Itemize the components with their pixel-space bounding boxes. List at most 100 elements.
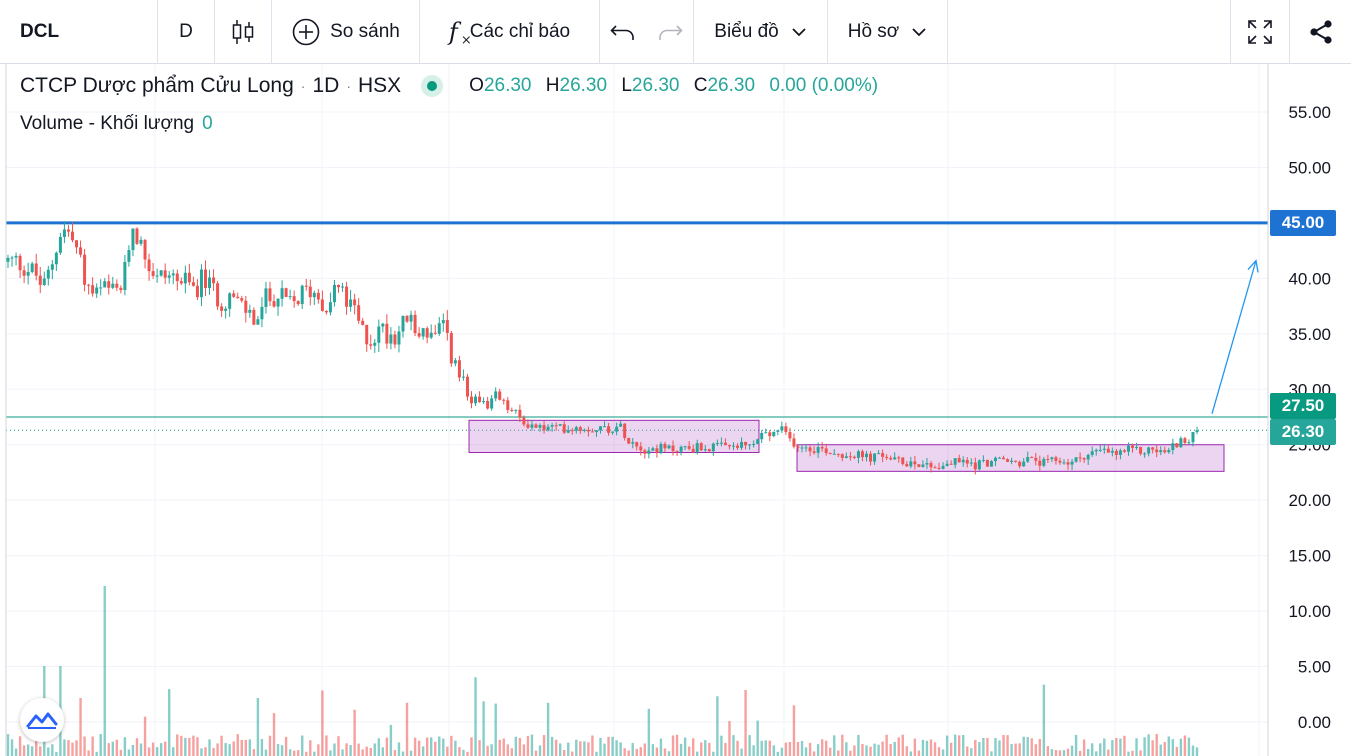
volume-bar <box>421 746 425 756</box>
market-status-icon[interactable] <box>421 75 444 97</box>
candle-body <box>1135 446 1139 448</box>
trend-arrow[interactable] <box>1211 260 1257 414</box>
volume-bar <box>841 734 844 756</box>
chart-menu-button[interactable]: Biểu đồ <box>694 0 828 64</box>
candle-body <box>62 229 66 237</box>
candle-body <box>361 320 365 325</box>
volume-bar <box>172 747 175 756</box>
volume-bar <box>236 734 239 756</box>
volume-bar <box>1159 744 1162 756</box>
candle-body <box>349 299 353 307</box>
volume-bar <box>571 751 574 756</box>
candle-body <box>191 282 195 286</box>
candle-body <box>913 461 917 465</box>
share-button[interactable] <box>1290 0 1351 64</box>
close-value: 26.30 <box>707 75 756 96</box>
volume-bar <box>522 744 526 756</box>
volume-bar <box>1095 751 1098 756</box>
volume-bar <box>123 737 127 756</box>
volume-bar <box>357 743 360 756</box>
candle-body <box>167 275 171 278</box>
volume-bar <box>1179 738 1183 756</box>
volume-bar <box>188 737 191 756</box>
volume-bar <box>752 745 755 756</box>
indicators-button[interactable]: f × Các chỉ báo <box>420 0 600 64</box>
volume-bar <box>361 749 364 756</box>
candle-body <box>736 445 740 448</box>
volume-bar <box>385 737 389 756</box>
redo-button[interactable] <box>646 0 694 64</box>
volume-bar <box>623 748 626 756</box>
fullscreen-button[interactable] <box>1230 0 1290 64</box>
symbol-search-button[interactable]: DCL <box>0 0 158 64</box>
volume-bar <box>792 705 796 756</box>
volume-bar <box>575 739 578 756</box>
candle-body <box>1066 462 1070 465</box>
volume-bar <box>212 747 215 756</box>
volume-bar <box>591 735 594 756</box>
volume-bar <box>192 735 195 756</box>
volume-bar <box>232 741 235 756</box>
compare-label: So sánh <box>330 21 400 42</box>
consolidation-box[interactable] <box>468 419 760 453</box>
candle-body <box>582 429 586 431</box>
price-axis[interactable]: 55.0050.0045.0040.0035.0030.0025.0020.00… <box>5 64 1331 756</box>
volume-bar <box>683 737 687 756</box>
candle-body <box>635 442 639 447</box>
candle-body <box>804 447 808 449</box>
candle-body <box>389 334 393 344</box>
volume-bar <box>595 751 598 756</box>
volume-bar <box>10 739 14 756</box>
candle-body <box>292 296 296 302</box>
candle-body <box>320 299 324 311</box>
candle-body <box>490 398 494 409</box>
candle-body <box>54 252 58 265</box>
candle-body <box>296 301 300 305</box>
volume-bar <box>325 735 328 756</box>
volume-bar <box>1123 735 1126 756</box>
volume-bar <box>631 743 634 756</box>
candle-body <box>973 462 977 470</box>
consolidation-box[interactable] <box>796 444 1225 472</box>
volume-bar <box>691 738 695 756</box>
volume-bar <box>309 740 312 756</box>
profile-menu-button[interactable]: Hồ sơ <box>828 0 948 64</box>
candle-body <box>1155 449 1159 453</box>
volume-bar <box>35 738 38 756</box>
volume-bar <box>941 749 945 756</box>
candle-body <box>369 344 373 346</box>
volume-bar <box>474 677 477 756</box>
candle-body <box>631 442 635 444</box>
undo-button[interactable] <box>600 0 646 64</box>
volume-bar <box>434 741 437 756</box>
candle-body <box>840 454 844 458</box>
candle-body <box>445 320 449 333</box>
chart-type-button[interactable] <box>215 0 272 64</box>
volume-bar <box>643 743 647 756</box>
volume-bar <box>430 737 433 756</box>
candle-body <box>328 302 332 313</box>
volume-bar <box>284 736 288 756</box>
candle-body <box>929 463 933 468</box>
volume-bar <box>1163 742 1166 756</box>
candle-body <box>1034 457 1038 461</box>
compare-button[interactable]: So sánh <box>272 0 420 64</box>
volume-bar <box>905 746 909 756</box>
chart-logo-icon <box>26 712 58 729</box>
candle-body <box>115 283 119 288</box>
chart-drawings[interactable] <box>6 221 1268 472</box>
candle-body <box>562 424 566 433</box>
candle-body <box>461 376 465 378</box>
candle-body <box>1183 438 1187 443</box>
volume-bar <box>413 737 417 756</box>
interval-button[interactable]: D <box>158 0 215 64</box>
candle-body <box>748 444 752 446</box>
tradingview-logo[interactable] <box>20 698 64 742</box>
volume-bar <box>115 739 119 756</box>
candle-body <box>1062 462 1066 464</box>
volume-bar <box>679 743 683 756</box>
candle-body <box>965 459 969 464</box>
volume-bar <box>1074 734 1078 756</box>
candle-body <box>639 446 643 451</box>
